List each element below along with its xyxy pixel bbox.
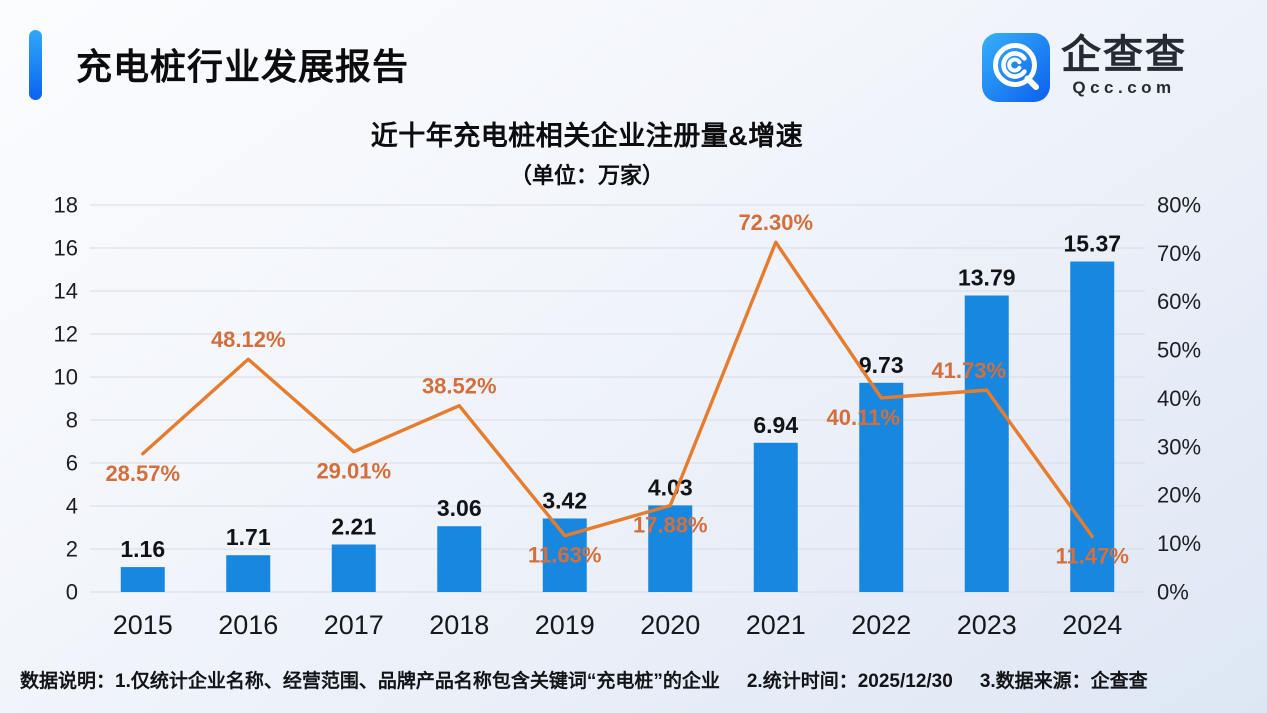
bar-2015 [120, 567, 165, 592]
growth-label-2022: 40.11% [827, 405, 900, 430]
x-axis-label-2015: 2015 [113, 610, 173, 640]
growth-label-2017: 29.01% [316, 459, 391, 484]
bar-2021 [753, 442, 798, 592]
bar-value-2020: 4.03 [648, 474, 693, 500]
header-accent-bar [29, 30, 42, 100]
right-axis-tick-70%: 70% [1157, 241, 1201, 266]
left-axis-tick-14: 14 [54, 278, 78, 303]
x-axis-label-2021: 2021 [746, 610, 806, 640]
bar-2016 [226, 555, 271, 592]
right-axis-tick-10%: 10% [1157, 531, 1201, 556]
growth-label-2019: 11.63% [528, 543, 601, 568]
page-title: 充电桩行业发展报告 [76, 46, 410, 87]
right-axis-tick-40%: 40% [1157, 386, 1201, 411]
bar-value-2024: 15.37 [1063, 231, 1121, 257]
left-axis-tick-10: 10 [54, 364, 78, 389]
bar-2022 [859, 382, 904, 592]
data-note-time: 2.统计时间：2025/12/30 [746, 671, 953, 692]
right-axis-tick-0%: 0% [1157, 579, 1189, 604]
left-axis-tick-12: 12 [54, 321, 78, 346]
right-axis-tick-50%: 50% [1157, 338, 1201, 363]
bar-2024 [1070, 261, 1115, 592]
qcc-logo-en: Qcc.com [1072, 78, 1176, 97]
bar-value-2023: 13.79 [958, 265, 1016, 291]
x-axis-label-2023: 2023 [957, 610, 1017, 640]
qcc-app-icon [982, 33, 1050, 102]
left-axis-tick-4: 4 [66, 493, 78, 518]
x-axis-label-2020: 2020 [640, 610, 700, 640]
qcc-logo-cn: 企查查 [1061, 33, 1187, 77]
x-axis-label-2018: 2018 [429, 610, 489, 640]
x-axis-label-2017: 2017 [324, 610, 384, 640]
bar-value-2016: 1.71 [226, 524, 271, 550]
bar-value-2018: 3.06 [437, 495, 482, 521]
data-notes: 数据说明：1.仅统计企业名称、经营范围、品牌产品名称包含关键词“充电桩”的企业 … [20, 666, 1250, 693]
data-note-scope: 数据说明：1.仅统计企业名称、经营范围、品牌产品名称包含关键词“充电桩”的企业 [20, 671, 720, 692]
x-axis-label-2016: 2016 [218, 610, 278, 640]
magnifier-handle-icon [1024, 75, 1039, 90]
growth-label-2024: 11.47% [1056, 544, 1129, 569]
bar-2018 [437, 526, 482, 592]
chart-subtitle: （单位：万家） [509, 163, 664, 188]
left-axis-tick-8: 8 [66, 407, 78, 432]
growth-label-2015: 28.57% [105, 461, 180, 486]
x-axis-label-2024: 2024 [1062, 610, 1122, 640]
left-axis-tick-0: 0 [66, 579, 78, 604]
chart-title-block: 近十年充电桩相关企业注册量&增速 （单位：万家） [371, 114, 804, 190]
x-axis-label-2022: 2022 [851, 610, 911, 640]
bar-value-2017: 2.21 [331, 513, 376, 539]
right-axis-tick-20%: 20% [1157, 483, 1201, 508]
right-axis-tick-80%: 80% [1157, 192, 1201, 217]
left-axis-tick-2: 2 [66, 536, 78, 561]
growth-rate-line [141, 240, 1094, 539]
bar-value-2021: 6.94 [753, 412, 798, 438]
growth-label-2018: 38.52% [422, 374, 497, 399]
qcc-logo: 企查查 Qcc.com [982, 32, 1187, 103]
left-axis-tick-18: 18 [54, 192, 78, 217]
right-axis-tick-60%: 60% [1157, 289, 1201, 314]
left-axis-tick-16: 16 [54, 235, 78, 260]
left-axis-tick-6: 6 [66, 450, 78, 475]
bar-value-2015: 1.16 [120, 536, 165, 562]
growth-label-2020: 17.88% [633, 513, 708, 538]
bar-value-2019: 3.42 [542, 487, 587, 513]
growth-label-2023: 41.73% [931, 358, 1006, 383]
chart-title: 近十年充电桩相关企业注册量&增速 [370, 121, 804, 151]
bar-2017 [331, 544, 376, 592]
bar-2023 [964, 295, 1009, 592]
x-axis-label-2019: 2019 [535, 610, 595, 640]
bar-2020 [648, 505, 693, 592]
data-note-source: 3.数据来源：企查查 [979, 671, 1148, 692]
right-axis-tick-30%: 30% [1157, 434, 1201, 459]
growth-label-2021: 72.30% [738, 210, 813, 235]
growth-label-2016: 48.12% [211, 327, 286, 352]
